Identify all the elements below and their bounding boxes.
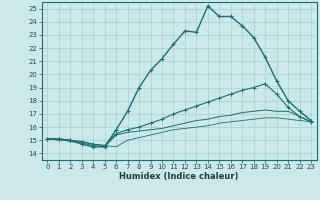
X-axis label: Humidex (Indice chaleur): Humidex (Indice chaleur) (119, 172, 239, 181)
